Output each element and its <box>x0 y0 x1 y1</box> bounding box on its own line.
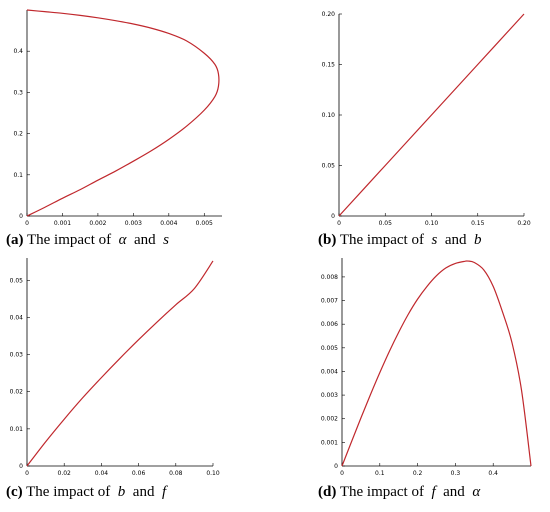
x-tick-label: 0.003 <box>125 220 142 227</box>
y-tick-label: 0.05 <box>322 163 336 170</box>
y-tick-label: 0.04 <box>10 314 24 321</box>
x-tick-label: 0.001 <box>54 220 71 227</box>
caption-and: and <box>132 484 155 500</box>
y-tick-label: 0.3 <box>13 89 23 96</box>
y-tick-label: 0.003 <box>321 392 338 399</box>
caption-tag: (a) <box>6 232 24 248</box>
caption-text: The impact of <box>26 232 112 248</box>
y-tick-label: 0.02 <box>10 389 24 396</box>
x-tick-label: 0 <box>25 220 29 227</box>
x-tick-label: 0.15 <box>471 220 485 227</box>
y-tick-label: 0.001 <box>321 439 338 446</box>
caption-tag: (b) <box>318 232 337 248</box>
x-tick-label: 0 <box>337 220 341 227</box>
x-tick-label: 0.1 <box>375 470 385 477</box>
caption-c: (c) The impact of b and f <box>6 484 166 501</box>
caption-and: and <box>443 484 465 500</box>
series-line <box>341 260 532 467</box>
caption-and: and <box>444 232 467 248</box>
panel-a: 0 0.001 0.002 0.003 0.004 0.005 0 0.1 0.2 0.3 0.4 <box>13 9 222 227</box>
x-tick-label: 0.2 <box>413 470 423 477</box>
y-tick-label: 0 <box>331 213 335 220</box>
caption-tag: (d) <box>318 484 337 500</box>
caption-text: The impact of <box>339 484 424 500</box>
y-tick-label: 0.004 <box>321 368 338 375</box>
x-tick-label: 0.20 <box>517 220 531 227</box>
x-tick-label: 0.004 <box>160 220 177 227</box>
y-tick-label: 0 <box>334 463 338 470</box>
caption-symbol: s <box>163 232 170 248</box>
caption-d: (d) The impact of f and α <box>318 484 480 501</box>
y-tick-label: 0.03 <box>10 352 24 359</box>
x-tick-label: 0.005 <box>196 220 213 227</box>
x-tick-label: 0.3 <box>451 470 461 477</box>
x-tick-label: 0 <box>25 470 29 477</box>
caption-symbol: s <box>431 232 438 248</box>
x-tick-label: 0.002 <box>89 220 106 227</box>
y-tick-label: 0.005 <box>321 345 338 352</box>
x-tick-label: 0.02 <box>58 470 72 477</box>
x-tick-label: 0.10 <box>425 220 439 227</box>
y-tick-label: 0.20 <box>322 11 336 18</box>
y-tick-label: 0.4 <box>13 48 23 55</box>
panel-d: 0 0.1 0.2 0.3 0.4 0 0.001 0.002 0.003 0.004 0.005 0… <box>321 258 532 477</box>
x-tick-label: 0 <box>340 470 344 477</box>
x-tick-label: 0.10 <box>206 470 220 477</box>
y-tick-label: 0.05 <box>10 277 24 284</box>
caption-symbol: b <box>117 484 126 500</box>
caption-symbol: α <box>118 232 127 248</box>
y-tick-label: 0.01 <box>10 426 24 433</box>
series-line <box>338 13 525 217</box>
y-tick-label: 0 <box>19 213 23 220</box>
x-tick-label: 0.05 <box>379 220 393 227</box>
caption-symbol: f <box>431 484 436 500</box>
y-tick-label: 0.006 <box>321 321 338 328</box>
series-line <box>26 9 220 217</box>
y-tick-label: 0.15 <box>322 62 336 69</box>
caption-symbol: α <box>472 484 481 500</box>
caption-a: (a) The impact of α and s <box>6 232 169 249</box>
caption-and: and <box>134 232 156 248</box>
y-tick-label: 0 <box>19 463 23 470</box>
caption-symbol: f <box>161 484 167 500</box>
x-tick-label: 0.4 <box>488 470 498 477</box>
panel-b: 0 0.05 0.10 0.15 0.20 0 0.05 0.10 0.15 0.20 <box>322 11 531 227</box>
x-tick-label: 0.04 <box>95 470 109 477</box>
caption-symbol: b <box>473 232 482 248</box>
y-tick-label: 0.002 <box>321 416 338 423</box>
y-tick-label: 0.10 <box>322 112 336 119</box>
y-tick-label: 0.1 <box>13 172 23 179</box>
caption-tag: (c) <box>6 484 23 500</box>
y-tick-label: 0.2 <box>13 131 23 138</box>
caption-b: (b) The impact of s and b <box>318 232 481 249</box>
caption-text: The impact of <box>26 484 111 500</box>
y-tick-label: 0.007 <box>321 298 338 305</box>
x-tick-label: 0.08 <box>169 470 183 477</box>
caption-text: The impact of <box>339 232 424 248</box>
series-line <box>26 260 214 467</box>
x-tick-label: 0.06 <box>132 470 146 477</box>
panel-c: 0 0.02 0.04 0.06 0.08 0.10 0 0.01 0.02 0.03 0.04 0.… <box>10 258 220 477</box>
y-tick-label: 0.008 <box>321 274 338 281</box>
